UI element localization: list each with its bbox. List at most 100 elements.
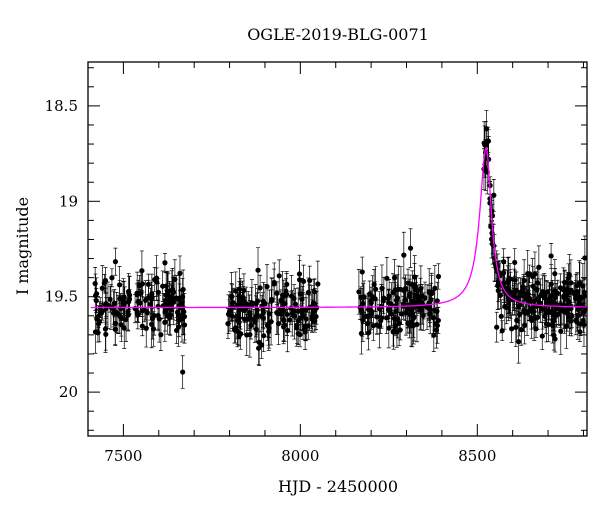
- data-point: [372, 296, 378, 302]
- data-point: [374, 314, 380, 320]
- data-point: [247, 332, 253, 338]
- data-point: [565, 314, 572, 320]
- data-point: [264, 284, 270, 290]
- data-point: [558, 328, 564, 334]
- data-point: [554, 290, 561, 296]
- data-point: [95, 313, 101, 320]
- y-tick-label: 19.5: [45, 288, 78, 306]
- data-point: [149, 321, 155, 327]
- data-point: [169, 287, 175, 293]
- y-axis-label: I magnitude: [13, 197, 32, 295]
- data-point: [162, 260, 168, 266]
- data-point: [543, 310, 549, 317]
- data-point: [281, 301, 287, 307]
- x-axis-label: HJD - 2450000: [278, 477, 398, 496]
- data-point: [149, 291, 155, 297]
- data-point: [402, 297, 408, 303]
- data-point: [295, 308, 301, 314]
- data-point: [287, 317, 293, 323]
- data-point: [551, 317, 557, 324]
- data-point: [430, 315, 436, 321]
- data-point: [559, 307, 565, 313]
- data-point: [400, 301, 407, 307]
- data-point: [411, 282, 418, 289]
- data-point: [229, 313, 235, 319]
- data-point: [508, 326, 515, 332]
- data-point: [152, 276, 158, 283]
- data-point: [410, 311, 416, 317]
- data-point: [139, 323, 145, 329]
- data-point: [533, 326, 539, 332]
- data-point: [172, 276, 178, 282]
- data-point: [173, 295, 179, 301]
- data-point: [282, 322, 288, 328]
- data-point: [507, 297, 513, 303]
- data-point: [385, 307, 392, 313]
- data-point: [575, 312, 581, 319]
- data-point: [139, 268, 145, 274]
- data-point: [494, 324, 500, 330]
- data-point: [413, 287, 419, 293]
- data-point: [580, 317, 586, 323]
- data-point: [499, 328, 505, 334]
- data-point: [162, 307, 169, 314]
- data-point: [312, 318, 318, 324]
- data-point: [491, 192, 497, 198]
- data-point: [149, 315, 156, 322]
- data-point: [403, 310, 409, 316]
- data-point: [253, 326, 259, 332]
- data-point: [495, 283, 501, 289]
- data-point: [303, 316, 309, 322]
- data-point: [517, 311, 523, 317]
- data-point: [278, 297, 284, 303]
- data-point: [93, 297, 99, 304]
- data-point: [99, 308, 106, 314]
- data-point: [539, 289, 546, 295]
- data-point: [497, 292, 503, 299]
- data-point: [112, 259, 119, 265]
- data-point: [292, 301, 298, 307]
- data-point: [391, 275, 398, 281]
- data-point: [254, 307, 260, 313]
- data-point: [284, 327, 291, 334]
- data-point: [310, 310, 316, 316]
- data-point: [155, 303, 161, 310]
- data-point: [299, 311, 305, 317]
- y-tick-label: 18.5: [45, 97, 78, 115]
- data-point: [412, 274, 418, 280]
- data-point: [111, 300, 117, 306]
- data-point: [235, 317, 241, 324]
- data-point: [360, 300, 366, 307]
- data-point: [539, 333, 545, 339]
- data-point: [550, 311, 557, 317]
- data-point: [513, 287, 519, 293]
- axis-ticks: 7500 8000 8500 18.5 19 19.5 20: [45, 62, 587, 465]
- data-point: [367, 312, 374, 318]
- data-point: [307, 277, 313, 284]
- data-point: [229, 300, 235, 306]
- data-point: [311, 300, 317, 306]
- data-point: [145, 281, 151, 287]
- data-point: [574, 283, 580, 289]
- data-point: [358, 330, 364, 337]
- data-point: [237, 307, 243, 313]
- data-point: [300, 278, 307, 284]
- data-point: [539, 306, 546, 312]
- data-point: [139, 281, 146, 287]
- data-point: [180, 286, 186, 293]
- data-point: [548, 253, 554, 259]
- data-point: [577, 329, 583, 335]
- data-point: [254, 298, 261, 304]
- data-point: [274, 290, 280, 296]
- data-point: [155, 289, 161, 295]
- data-point: [489, 230, 495, 236]
- data-point: [483, 126, 490, 132]
- data-point: [99, 285, 105, 291]
- data-point: [156, 316, 162, 322]
- data-point: [551, 332, 557, 338]
- data-point: [118, 305, 124, 311]
- data-point: [121, 294, 127, 301]
- data-point: [179, 294, 186, 300]
- data-point: [513, 324, 519, 330]
